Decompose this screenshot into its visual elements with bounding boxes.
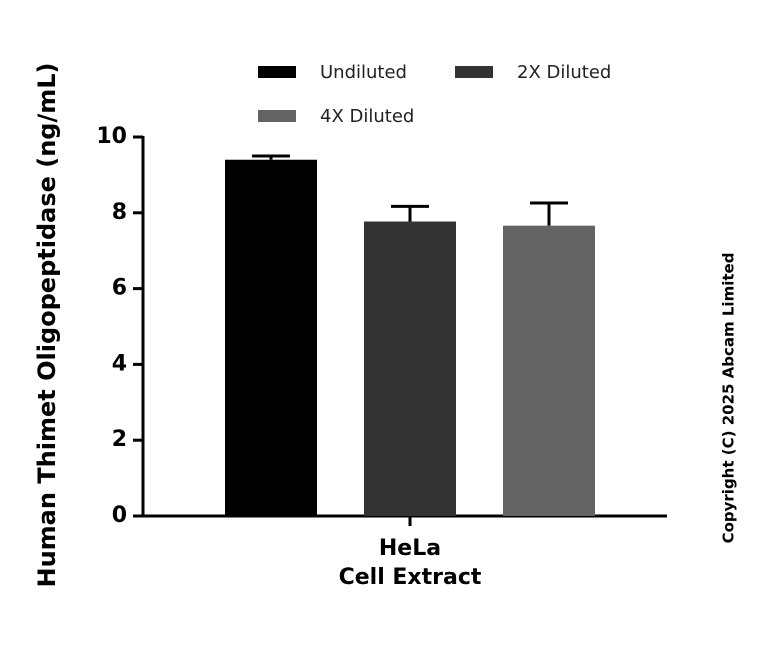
y-tick-label: 0 (112, 503, 127, 528)
bar (503, 225, 595, 516)
legend-swatch (455, 66, 493, 78)
copyright: Copyright (C) 2025 Abcam Limited (720, 253, 738, 544)
y-tick-label: 10 (96, 124, 127, 149)
y-axis-label: Human Thimet Oligopeptidase (ng/mL) (33, 62, 61, 587)
y-tick-label: 6 (112, 276, 127, 301)
legend-swatch (258, 66, 296, 78)
x-tick-label: HeLa Cell Extract (338, 536, 482, 590)
y-tick-label: 8 (112, 200, 127, 225)
y-tick-label: 2 (112, 427, 127, 452)
legend-label: 2X Diluted (517, 62, 611, 83)
y-tick-label: 4 (112, 351, 127, 376)
legend-swatch (258, 110, 296, 122)
legend-label: Undiluted (320, 62, 407, 83)
bar (225, 159, 317, 517)
legend-label: 4X Diluted (320, 106, 414, 127)
bar (364, 221, 456, 516)
